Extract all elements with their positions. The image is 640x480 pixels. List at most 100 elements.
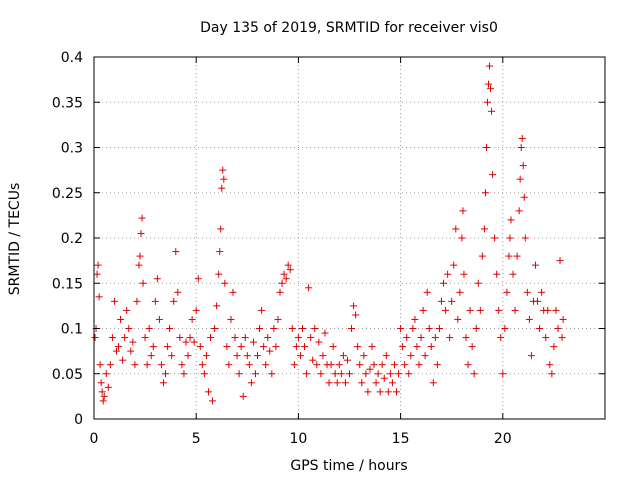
data-point: [96, 361, 104, 369]
data-point: [119, 356, 127, 364]
data-point: [397, 325, 405, 332]
data-point: [350, 302, 358, 310]
data-point: [276, 288, 284, 296]
data-point: [221, 279, 229, 287]
data-point: [489, 171, 497, 179]
data-point: [190, 338, 198, 346]
data-point: [372, 379, 380, 387]
data-point: [121, 334, 129, 342]
x-tick-label: 0: [90, 431, 99, 447]
data-point: [227, 315, 235, 323]
data-point: [393, 388, 401, 396]
data-point: [384, 388, 392, 396]
data-point: [495, 306, 503, 314]
data-point: [513, 252, 521, 260]
data-point: [515, 207, 523, 215]
data-point: [462, 334, 470, 342]
data-point: [97, 379, 105, 387]
data-point: [405, 370, 413, 378]
data-points: [91, 62, 567, 405]
data-point: [211, 325, 219, 332]
data-point: [339, 352, 347, 360]
grid: [94, 57, 605, 419]
data-point: [403, 334, 411, 342]
data-point: [172, 248, 180, 256]
x-tick-label: 15: [392, 431, 410, 447]
data-point: [237, 343, 245, 351]
data-point: [378, 361, 386, 369]
y-tick-label: 0.05: [52, 367, 83, 383]
data-point: [139, 279, 147, 287]
data-point: [262, 361, 270, 369]
data-point: [218, 184, 226, 192]
data-point: [174, 288, 182, 296]
data-point: [180, 370, 188, 378]
data-point: [164, 343, 172, 351]
data-point: [215, 270, 223, 278]
data-point: [202, 352, 210, 360]
data-point: [480, 225, 488, 233]
data-point: [162, 370, 170, 378]
data-point: [437, 297, 445, 305]
data-point: [538, 288, 546, 296]
data-point: [151, 297, 159, 305]
data-point: [196, 343, 204, 351]
data-point: [386, 370, 394, 378]
data-point: [474, 279, 482, 287]
data-point: [415, 361, 423, 369]
data-point: [305, 284, 313, 292]
data-point: [456, 288, 464, 296]
data-point: [431, 334, 439, 342]
data-point: [325, 379, 333, 387]
data-point: [536, 325, 544, 332]
data-point: [93, 270, 101, 278]
data-point: [374, 370, 382, 378]
data-point: [243, 352, 251, 360]
data-point: [444, 270, 452, 278]
chart-title: Day 135 of 2019, SRMTID for receiver vis…: [200, 20, 498, 36]
y-axis-label: SRMTID / TECUs: [7, 183, 23, 296]
data-point: [301, 343, 309, 351]
data-point: [440, 279, 448, 287]
data-point: [519, 162, 527, 170]
data-point: [204, 388, 212, 396]
data-point: [511, 306, 519, 314]
data-point: [481, 189, 489, 197]
data-point: [446, 334, 454, 342]
data-point: [382, 352, 390, 360]
data-point: [390, 361, 398, 369]
data-point: [155, 315, 163, 323]
data-point: [229, 288, 237, 296]
data-point: [249, 338, 257, 346]
data-point: [487, 85, 495, 93]
data-point: [484, 80, 492, 88]
data-point: [106, 361, 114, 369]
data-point: [288, 325, 296, 332]
data-point: [292, 343, 300, 351]
data-point: [254, 352, 262, 360]
data-point: [184, 352, 192, 360]
data-point: [153, 275, 161, 283]
data-point: [331, 370, 339, 378]
data-point: [209, 397, 217, 405]
data-point: [303, 370, 311, 378]
data-point: [468, 343, 476, 351]
x-tick-label: 5: [192, 431, 201, 447]
data-point: [270, 325, 278, 332]
data-point: [452, 225, 460, 233]
data-point: [99, 397, 107, 405]
data-point: [170, 297, 178, 305]
data-point: [499, 370, 507, 378]
y-tick-label: 0.15: [52, 276, 83, 292]
data-point: [138, 214, 146, 222]
data-point: [395, 370, 403, 378]
data-point: [346, 370, 353, 378]
data-point: [272, 343, 280, 351]
y-tick-label: 0.4: [61, 50, 83, 66]
data-point: [558, 334, 566, 342]
data-point: [352, 311, 360, 319]
data-point: [311, 325, 319, 332]
data-point: [256, 325, 264, 332]
data-point: [458, 234, 466, 242]
data-point: [127, 347, 135, 355]
